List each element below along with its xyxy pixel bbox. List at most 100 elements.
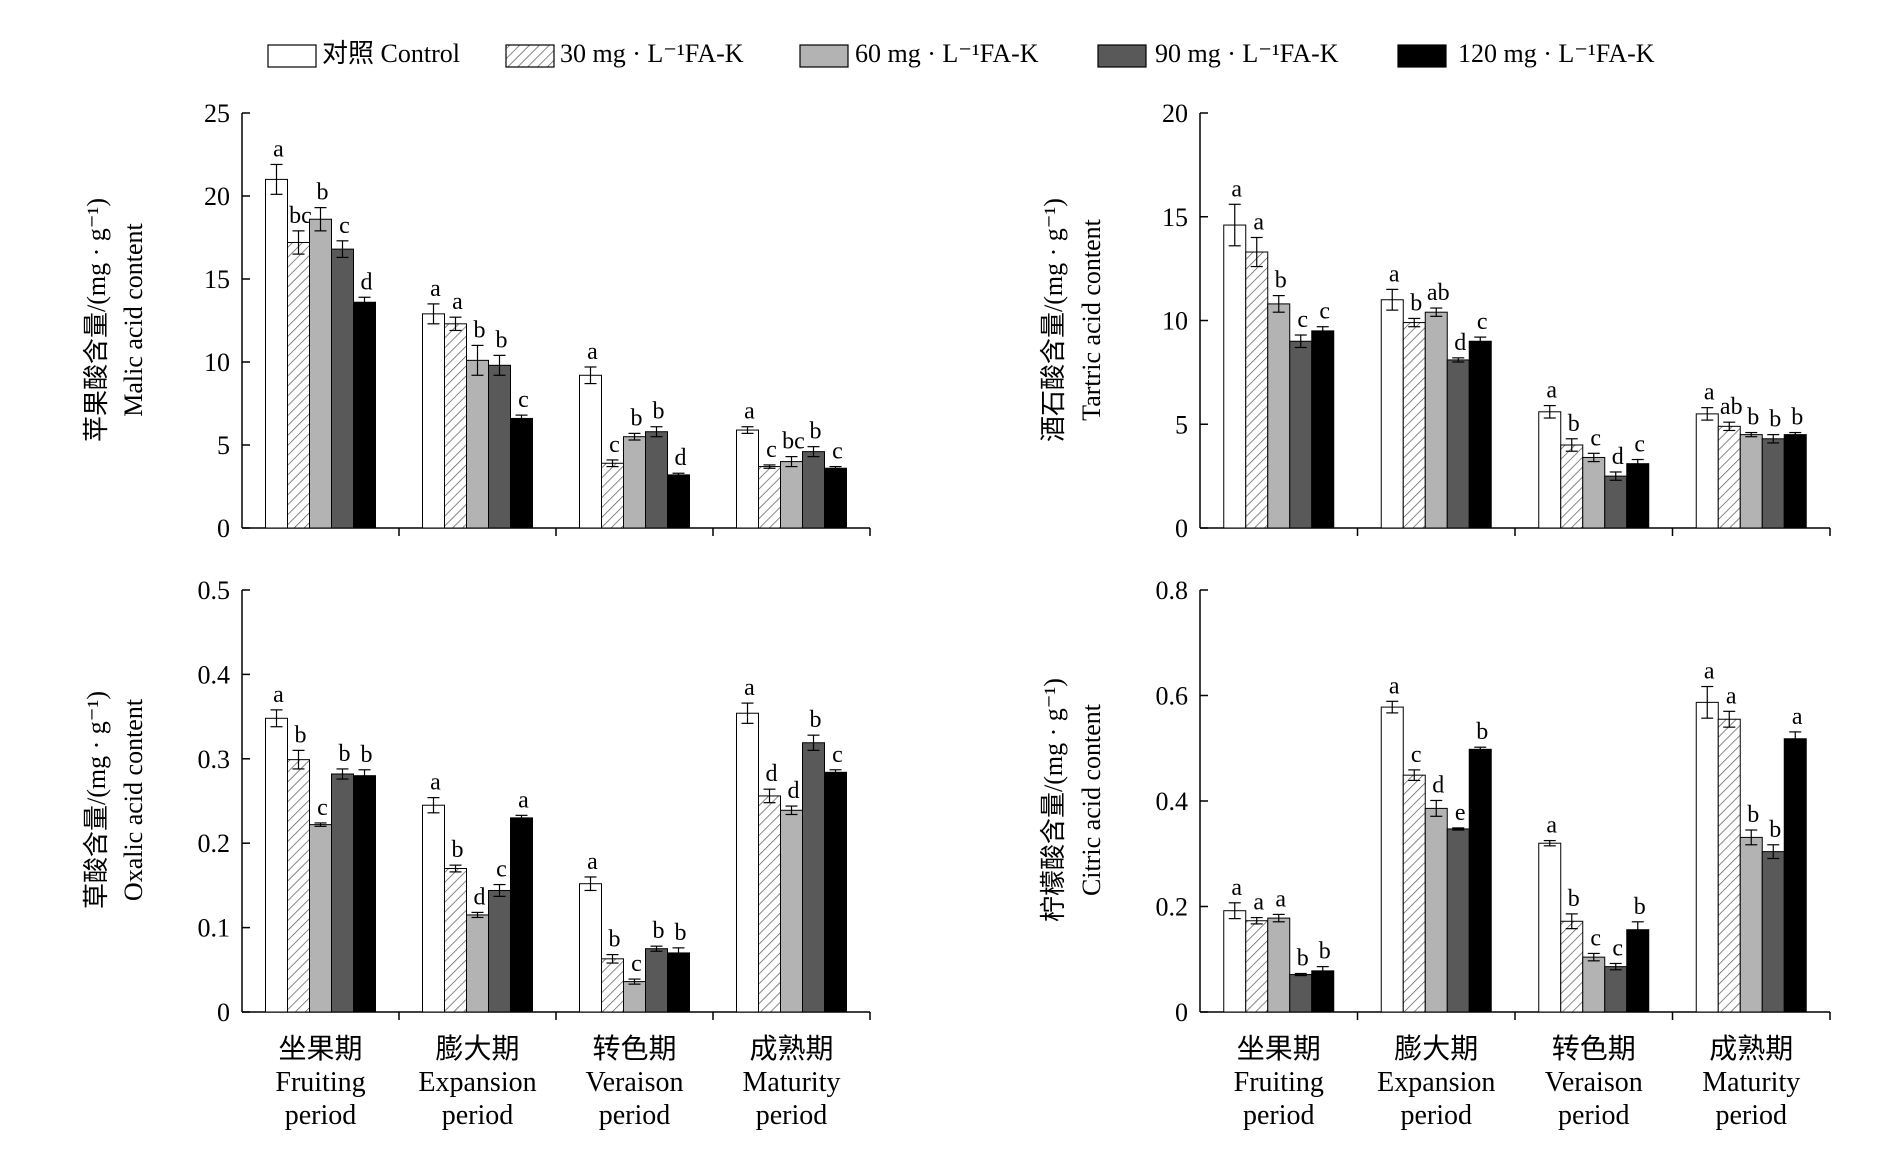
bar [601, 958, 624, 1013]
bar [331, 248, 354, 529]
bar [824, 467, 847, 529]
significance-letter: c [631, 951, 642, 977]
bar [1761, 851, 1785, 1013]
significance-letter: a [1253, 890, 1264, 916]
significance-letter: b [675, 920, 687, 946]
significance-letter: b [609, 927, 621, 953]
y-tick-label: 5 [217, 431, 230, 460]
bar [466, 359, 489, 529]
bar [579, 883, 602, 1013]
y-axis-label-cn: 酒石酸含量/(mg · g⁻¹) [1039, 198, 1068, 442]
y-tick-label: 20 [1162, 99, 1188, 128]
significance-letter: a [1231, 176, 1242, 202]
significance-letter: b [452, 837, 464, 863]
y-axis-label-cn: 苹果酸含量/(mg · g⁻¹) [82, 198, 111, 442]
period-label: Fruiting [275, 1067, 365, 1098]
significance-letter: d [474, 884, 486, 910]
legend-swatch-120mg [1397, 44, 1447, 68]
y-axis-label-en: Oxalic acid content [119, 698, 148, 901]
y-tick-label: 20 [204, 182, 230, 211]
y-tick-label: 0.4 [198, 660, 231, 689]
significance-letter: bc [289, 203, 312, 229]
significance-letter: b [1297, 945, 1309, 971]
period-label: 成熟期 [749, 1033, 833, 1065]
bar [645, 431, 668, 529]
period-label: 转色期 [592, 1033, 676, 1065]
significance-letter: bc [782, 429, 805, 455]
period-label: period [1558, 1100, 1630, 1131]
bar [488, 364, 511, 529]
legend-swatch-30mg [505, 44, 555, 68]
legend-item-control: 对照 Control [267, 39, 460, 68]
legend-swatch-60mg [799, 44, 849, 68]
significance-letter: ab [1720, 394, 1743, 420]
bar [309, 824, 332, 1013]
significance-letter: a [452, 289, 463, 315]
y-tick-label: 0.4 [1156, 787, 1189, 816]
significance-letter: c [832, 742, 843, 768]
period-label: Veraison [1545, 1067, 1643, 1098]
significance-letter: c [317, 795, 328, 821]
bar [1267, 917, 1291, 1013]
significance-letter: d [361, 269, 373, 295]
significance-letter: b [1769, 817, 1781, 843]
tartaric-acid-chart: 0 5 10 15 20 酒石酸含量/(mg · g⁻¹) Tartric acid con… [1039, 99, 1831, 543]
bar [1402, 774, 1426, 1013]
bar [780, 809, 803, 1013]
bar [1223, 224, 1247, 529]
significance-letter: b [631, 405, 643, 431]
bar [331, 773, 354, 1013]
y-axis-label-en: Malic acid content [119, 222, 148, 416]
bar [309, 218, 332, 529]
significance-letter: a [1389, 261, 1400, 287]
significance-letter: c [1590, 925, 1601, 951]
bar [1538, 411, 1562, 529]
y-tick-label: 0.5 [198, 576, 231, 605]
significance-letter: a [1704, 380, 1715, 406]
period-label: 成熟期 [1709, 1033, 1793, 1065]
significance-letter: a [518, 787, 529, 813]
y-tick-label: 15 [1162, 203, 1188, 232]
y-tick-label: 5 [1175, 410, 1188, 439]
bar [1783, 738, 1807, 1013]
bar [488, 889, 511, 1013]
significance-letter: b [1410, 290, 1422, 316]
legend-label-60mg: 60 mg · L⁻¹FA-K [855, 39, 1039, 68]
significance-letter: c [1612, 935, 1623, 961]
bar [1424, 807, 1448, 1013]
legend-label-120mg: 120 mg · L⁻¹FA-K [1458, 39, 1655, 68]
significance-letter: b [653, 918, 665, 944]
legend-swatch-control [267, 44, 317, 68]
y-axis-label-en: Citric acid content [1077, 703, 1106, 896]
period-label: period [1243, 1100, 1315, 1131]
significance-letter: a [1726, 683, 1737, 709]
significance-letter: d [675, 445, 687, 471]
y-tick-label: 0 [1175, 514, 1188, 543]
bar [1604, 966, 1628, 1013]
y-tick-label: 0 [1175, 998, 1188, 1027]
bar [1223, 910, 1247, 1013]
significance-letter: c [766, 437, 777, 463]
bar [623, 981, 646, 1013]
bar [667, 952, 690, 1013]
significance-letter: c [1590, 425, 1601, 451]
significance-letter: b [1747, 405, 1759, 431]
bar [287, 241, 310, 529]
bar [1468, 340, 1492, 529]
period-label: Maturity [1702, 1067, 1800, 1098]
y-axis-label-cn: 柠檬酸含量/(mg · g⁻¹) [1039, 678, 1068, 922]
period-label: period [1715, 1100, 1787, 1131]
significance-letter: a [587, 339, 598, 365]
significance-letter: a [1546, 378, 1557, 404]
period-label: 转色期 [1552, 1033, 1636, 1065]
period-label: 膨大期 [435, 1033, 519, 1065]
significance-letter: c [518, 387, 529, 413]
period-label: Expansion [418, 1067, 536, 1098]
bar [353, 301, 376, 529]
significance-letter: c [1634, 432, 1645, 458]
significance-letter: a [273, 682, 284, 708]
bar [1267, 303, 1291, 529]
y-tick-label: 10 [1162, 307, 1188, 336]
significance-letter: a [1389, 673, 1400, 699]
bar [1446, 828, 1470, 1013]
